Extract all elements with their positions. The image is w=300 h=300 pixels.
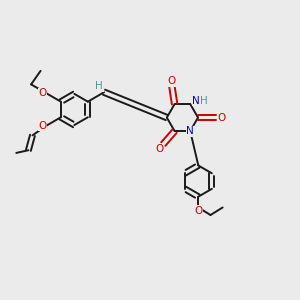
Text: N: N [186,126,194,136]
Text: O: O [38,88,46,98]
Text: O: O [194,206,202,216]
Text: O: O [155,144,164,154]
Text: H: H [200,96,208,106]
Text: H: H [95,81,103,91]
Text: O: O [168,76,176,86]
Text: N: N [192,96,200,106]
Text: O: O [218,112,226,123]
Text: O: O [38,121,46,131]
